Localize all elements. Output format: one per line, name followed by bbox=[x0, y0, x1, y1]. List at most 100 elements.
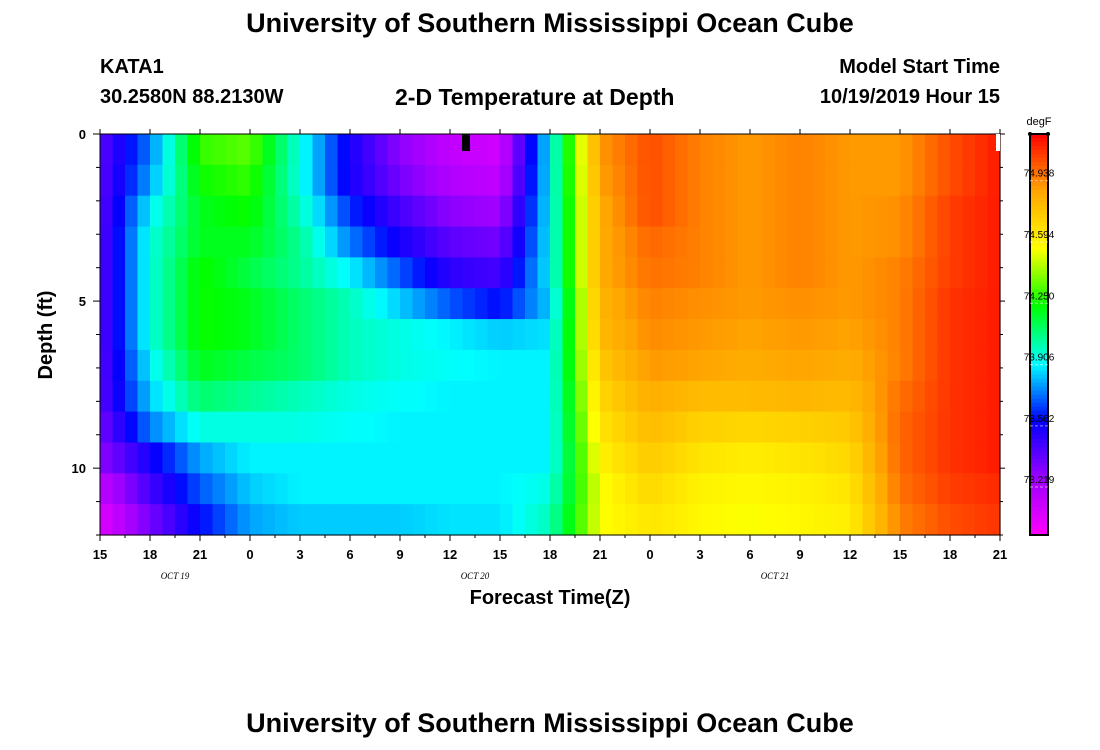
colorbar-segment bbox=[1030, 502, 1048, 508]
heatmap-cell bbox=[950, 257, 964, 289]
heatmap-cell bbox=[287, 349, 301, 382]
heatmap-cell bbox=[262, 257, 276, 289]
heatmap-cell bbox=[975, 195, 989, 228]
heatmap-cell bbox=[125, 195, 139, 228]
heatmap-cell bbox=[700, 164, 714, 197]
heatmap-cell bbox=[650, 349, 664, 382]
heatmap-cell bbox=[212, 411, 226, 444]
x-tick-label: 15 bbox=[93, 547, 107, 562]
marker-white bbox=[996, 134, 1000, 151]
heatmap-cell bbox=[350, 257, 364, 289]
heatmap-cell bbox=[962, 257, 976, 289]
heatmap-cell bbox=[612, 504, 626, 536]
heatmap-cell bbox=[300, 257, 314, 289]
heatmap-cell bbox=[587, 411, 601, 444]
heatmap-cell bbox=[562, 226, 576, 258]
heatmap-cell bbox=[537, 473, 551, 505]
heatmap-cell bbox=[100, 257, 114, 289]
heatmap-cell bbox=[525, 164, 539, 197]
colorbar-segment bbox=[1030, 498, 1048, 504]
heatmap-cell bbox=[862, 380, 876, 413]
heatmap-cell bbox=[162, 134, 176, 166]
marker-black bbox=[462, 134, 470, 151]
heatmap-cell bbox=[687, 473, 701, 505]
heatmap-cell bbox=[975, 380, 989, 413]
heatmap-cell bbox=[250, 442, 264, 474]
heatmap-cell bbox=[887, 411, 901, 444]
heatmap-cell bbox=[175, 288, 189, 320]
heatmap-cell bbox=[787, 288, 801, 320]
heatmap-cell bbox=[250, 473, 264, 505]
heatmap-cell bbox=[450, 349, 464, 382]
heatmap-cell bbox=[400, 257, 414, 289]
heatmap-cell bbox=[187, 442, 201, 474]
heatmap-cell bbox=[362, 504, 376, 536]
heatmap-cell bbox=[425, 380, 439, 413]
heatmap-cell bbox=[500, 319, 514, 351]
heatmap-cell bbox=[700, 380, 714, 413]
heatmap-cell bbox=[212, 442, 226, 474]
heatmap-cell bbox=[350, 411, 364, 444]
heatmap-cell bbox=[412, 134, 426, 166]
heatmap-cell bbox=[962, 226, 976, 258]
heatmap-cell bbox=[937, 195, 951, 228]
heatmap-cell bbox=[787, 349, 801, 382]
heatmap-cell bbox=[300, 442, 314, 474]
colorbar-segment bbox=[1030, 466, 1048, 472]
heatmap-cell bbox=[850, 349, 864, 382]
heatmap-cell bbox=[437, 411, 451, 444]
heatmap-cell bbox=[862, 134, 876, 166]
heatmap-cell bbox=[475, 504, 489, 536]
heatmap-cell bbox=[800, 226, 814, 258]
heatmap-cell bbox=[275, 411, 289, 444]
colorbar-segment bbox=[1030, 414, 1048, 420]
heatmap-cell bbox=[462, 288, 476, 320]
heatmap-cell bbox=[687, 134, 701, 166]
heatmap-cell bbox=[875, 195, 889, 228]
heatmap-cell bbox=[737, 380, 751, 413]
heatmap-cell bbox=[287, 473, 301, 505]
heatmap-cell bbox=[900, 349, 914, 382]
heatmap-cell bbox=[625, 195, 639, 228]
colorbar-segment bbox=[1030, 286, 1048, 291]
heatmap-cell bbox=[275, 442, 289, 474]
heatmap-cell bbox=[162, 473, 176, 505]
heatmap-cell bbox=[175, 442, 189, 474]
heatmap-cell bbox=[437, 257, 451, 289]
heatmap-cell bbox=[987, 257, 1001, 289]
x-tick-label: 12 bbox=[443, 547, 457, 562]
heatmap-cell bbox=[150, 164, 164, 197]
colorbar-segment bbox=[1030, 238, 1048, 243]
heatmap-cell bbox=[225, 319, 239, 351]
heatmap-cell bbox=[200, 164, 214, 197]
heatmap-cell bbox=[437, 380, 451, 413]
heatmap-cell bbox=[337, 380, 351, 413]
colorbar: 74.938 74.594 74.250 73.906 73.562 73.219 bbox=[1024, 132, 1055, 536]
heatmap-cell bbox=[437, 195, 451, 228]
heatmap-cell bbox=[512, 380, 526, 413]
heatmap-cell bbox=[937, 319, 951, 351]
heatmap-cell bbox=[400, 164, 414, 197]
heatmap-cell bbox=[712, 473, 726, 505]
heatmap-cell bbox=[387, 442, 401, 474]
heatmap-cell bbox=[625, 349, 639, 382]
heatmap-cell bbox=[687, 349, 701, 382]
heatmap-cell bbox=[312, 195, 326, 228]
heatmap-cell bbox=[612, 288, 626, 320]
heatmap-cell bbox=[637, 257, 651, 289]
heatmap-cell bbox=[600, 411, 614, 444]
heatmap-cell bbox=[650, 257, 664, 289]
heatmap-cell bbox=[200, 257, 214, 289]
x-tick-label: 0 bbox=[646, 547, 653, 562]
heatmap-cell bbox=[787, 319, 801, 351]
heatmap-cell bbox=[475, 164, 489, 197]
heatmap-cell bbox=[837, 226, 851, 258]
colorbar-segment bbox=[1030, 162, 1048, 167]
heatmap-cell bbox=[437, 442, 451, 474]
heatmap-cell bbox=[475, 349, 489, 382]
colorbar-segment bbox=[1030, 146, 1048, 151]
heatmap-cell bbox=[287, 134, 301, 166]
colorbar-segment bbox=[1030, 386, 1048, 392]
heatmap-cell bbox=[200, 288, 214, 320]
heatmap-cell bbox=[550, 257, 564, 289]
